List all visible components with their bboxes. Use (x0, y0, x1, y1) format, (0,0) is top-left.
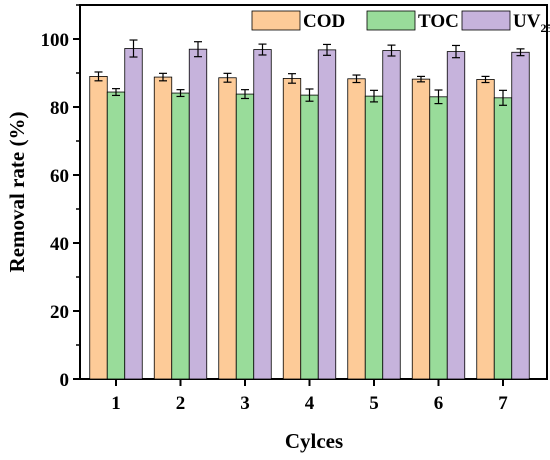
bar (188, 48, 208, 380)
legend-label: TOC (418, 11, 459, 32)
y-axis-title: Removal rate (%) (5, 112, 29, 273)
y-tick-label: 80 (50, 98, 69, 119)
bar (106, 91, 126, 380)
bar (411, 78, 431, 380)
y-tick-label: 0 (60, 370, 70, 391)
legend-swatch (366, 10, 416, 31)
bars (89, 39, 530, 380)
legend-swatch (251, 10, 301, 31)
legend-label: COD (303, 11, 345, 32)
bar (446, 51, 466, 380)
x-tick-label: 6 (434, 393, 444, 414)
bar (124, 48, 143, 380)
bar (382, 50, 401, 380)
x-tick-label: 4 (305, 393, 315, 414)
bar (235, 93, 255, 380)
x-tick-label: 7 (498, 393, 508, 414)
x-tick-label: 1 (111, 393, 121, 414)
y-tick-label: 100 (41, 30, 70, 51)
bar (218, 77, 237, 380)
bar (493, 97, 513, 380)
bar (317, 49, 337, 380)
bar (347, 78, 366, 380)
legend-label: UV254 (513, 11, 550, 35)
bar (511, 51, 530, 380)
bar (253, 49, 272, 380)
y-tick-label: 20 (50, 302, 69, 323)
bar (282, 78, 302, 380)
bar (89, 76, 108, 380)
legend: COD TOC UV254 (251, 10, 550, 35)
bar (153, 76, 173, 380)
bar (364, 95, 384, 380)
bar (429, 96, 448, 380)
axes: 0 20 40 60 80 100 1 2 3 4 5 6 7 (41, 4, 508, 414)
x-tick-label: 3 (240, 393, 250, 414)
bar (476, 79, 495, 380)
y-tick-label: 60 (50, 166, 69, 187)
x-tick-label: 2 (176, 393, 186, 414)
x-tick-label: 5 (369, 393, 379, 414)
legend-swatch (461, 10, 511, 31)
bar (171, 92, 190, 380)
y-tick-label: 40 (50, 234, 69, 255)
x-axis-title: Cylces (285, 429, 343, 453)
bar (300, 94, 319, 380)
